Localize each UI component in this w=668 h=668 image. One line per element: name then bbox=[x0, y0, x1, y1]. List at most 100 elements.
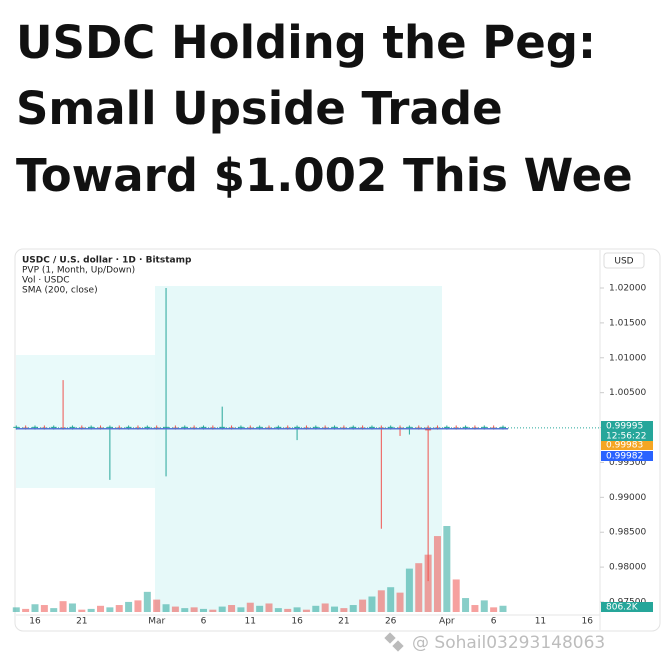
x-tick-label: 6 bbox=[491, 617, 497, 627]
currency-button[interactable] bbox=[603, 252, 645, 269]
price-tag-label: 0.99983 bbox=[606, 441, 643, 451]
volume-bar bbox=[480, 600, 488, 612]
candle-body bbox=[471, 427, 478, 429]
volume-bar bbox=[199, 608, 207, 612]
volume-bar bbox=[115, 605, 123, 612]
price-tag-label: 0.99995 bbox=[606, 422, 643, 432]
volume-bar bbox=[218, 606, 226, 612]
countdown-tag bbox=[601, 431, 653, 441]
candle-body bbox=[359, 427, 366, 429]
volume-bar bbox=[368, 596, 376, 612]
candle-body bbox=[294, 426, 301, 428]
y-tick-label: 1.01500 bbox=[609, 318, 646, 328]
candle-body bbox=[406, 426, 413, 428]
profile-zone bbox=[155, 286, 442, 612]
candle-body bbox=[78, 427, 85, 429]
watermark: @ Sohail03293148063 bbox=[412, 633, 605, 653]
volume-bar bbox=[125, 601, 133, 612]
candle-body bbox=[106, 426, 113, 428]
x-tick-label: 16 bbox=[29, 617, 41, 627]
volume-bar bbox=[59, 601, 67, 612]
volume-bar bbox=[284, 608, 292, 612]
volume-bar bbox=[143, 591, 151, 612]
volume-bar bbox=[274, 608, 282, 612]
volume-bar bbox=[387, 587, 395, 612]
x-tick-label: 6 bbox=[201, 617, 207, 627]
volume-bar bbox=[68, 603, 76, 612]
candle-body bbox=[69, 426, 76, 428]
candle-body bbox=[60, 427, 67, 429]
volume-bar bbox=[490, 607, 498, 612]
candle-body bbox=[41, 427, 48, 429]
candle-body bbox=[256, 426, 263, 428]
candle-body bbox=[368, 426, 375, 428]
volume-bar bbox=[265, 603, 273, 612]
candle-body bbox=[13, 426, 20, 428]
legend-line: USDC / U.S. dollar · 1D · Bitstamp bbox=[22, 256, 192, 266]
volume-bar bbox=[228, 605, 236, 612]
candle-body bbox=[32, 426, 38, 428]
candle-body bbox=[284, 427, 291, 429]
candle-body bbox=[500, 426, 506, 428]
volume-bar bbox=[499, 605, 507, 612]
volume-bar bbox=[50, 608, 58, 612]
y-tick-label: 1.00500 bbox=[609, 388, 646, 398]
volume-bar bbox=[452, 579, 460, 612]
volume-bar bbox=[97, 605, 105, 612]
volume-bar bbox=[359, 599, 367, 612]
candle-body bbox=[350, 426, 357, 428]
volume-bar bbox=[12, 607, 20, 612]
candle-body bbox=[134, 427, 141, 429]
price-tag bbox=[601, 421, 653, 431]
volume-bar bbox=[181, 608, 189, 612]
volume-bar bbox=[349, 605, 357, 612]
legend-line: SMA (200, close) bbox=[22, 286, 98, 296]
x-tick-label: 16 bbox=[582, 617, 594, 627]
volume-bar bbox=[424, 554, 432, 612]
y-tick-label: 1.02000 bbox=[609, 284, 646, 294]
candle-body bbox=[275, 426, 282, 428]
candle-body bbox=[331, 426, 338, 428]
price-tag bbox=[601, 451, 653, 461]
volume-bar bbox=[321, 603, 329, 612]
candle-body bbox=[125, 426, 132, 428]
candle-body bbox=[200, 426, 207, 428]
candle-body bbox=[443, 426, 450, 428]
candle-body bbox=[312, 426, 319, 428]
candle-body bbox=[462, 426, 469, 428]
volume-bar bbox=[443, 526, 451, 612]
volume-bar bbox=[293, 607, 301, 612]
price-tag bbox=[601, 440, 653, 450]
candle-body bbox=[50, 426, 57, 428]
volume-bar bbox=[171, 606, 179, 612]
candle-body bbox=[228, 427, 235, 429]
y-tick-label: 1.01000 bbox=[609, 353, 646, 363]
volume-bar bbox=[190, 607, 198, 612]
title-line: Toward $1.002 This Wee bbox=[16, 149, 633, 202]
volume-bar bbox=[134, 600, 142, 612]
x-tick-label: 26 bbox=[385, 617, 397, 627]
volume-bar bbox=[471, 605, 479, 612]
volume-bar bbox=[162, 604, 170, 612]
volume-bar bbox=[106, 607, 114, 612]
x-tick-label: Mar bbox=[148, 617, 165, 627]
volume-bar bbox=[396, 592, 404, 612]
volume-bar bbox=[256, 605, 264, 612]
volume-bar bbox=[153, 599, 161, 612]
x-tick-label: 11 bbox=[245, 617, 256, 627]
candle-body bbox=[181, 426, 188, 428]
volume-label: 806.2K bbox=[606, 603, 639, 613]
candle-body bbox=[209, 427, 216, 429]
candle-body bbox=[219, 426, 226, 428]
plot: 0.975000.980000.985000.990000.995001.000… bbox=[12, 284, 653, 627]
candle-body bbox=[303, 427, 310, 429]
candle-body bbox=[237, 426, 244, 428]
volume-bar bbox=[209, 609, 217, 612]
binance-logo bbox=[384, 632, 404, 652]
currency[interactable]: USD bbox=[614, 257, 633, 267]
volume-bar bbox=[377, 590, 385, 612]
countdown: 12:56:22 bbox=[606, 432, 646, 442]
x-tick-label: 21 bbox=[76, 617, 87, 627]
x-tick-label: 11 bbox=[535, 617, 546, 627]
